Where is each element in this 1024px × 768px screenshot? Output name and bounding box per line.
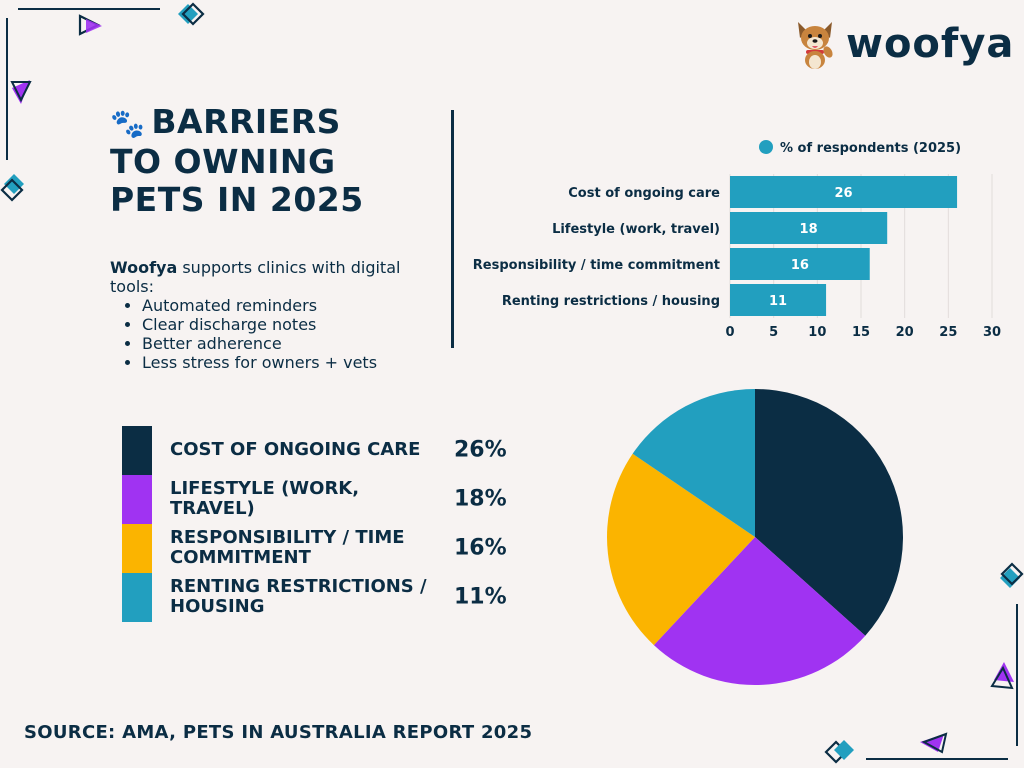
tick-label: 20: [896, 325, 914, 340]
tick-label: 25: [939, 325, 957, 340]
legend-swatch-navy: [122, 426, 152, 475]
vertical-divider: [451, 110, 454, 348]
brand-logo[interactable]: woofya: [792, 18, 1014, 70]
legend-row: RENTING RESTRICTIONS / HOUSING 11%: [122, 573, 542, 622]
paw-icon: 🐾: [110, 107, 146, 140]
legend-value: 16%: [454, 535, 507, 561]
tick-label: 10: [808, 325, 826, 340]
description-block: Woofya supports clinics with digital too…: [110, 258, 430, 372]
diamond-icon: [1000, 562, 1024, 588]
source-note: SOURCE: AMA, PETS IN AUSTRALIA REPORT 20…: [24, 722, 533, 743]
legend-row: LIFESTYLE (WORK, TRAVEL) 18%: [122, 475, 542, 524]
decor-line-top: [18, 8, 160, 10]
pie-chart: [607, 389, 903, 685]
pie-slice: [653, 537, 866, 685]
triangle-icon: [78, 14, 102, 36]
pie-slice: [607, 453, 755, 646]
category-label: Cost of ongoing care: [568, 186, 720, 201]
legend-swatch-teal: [122, 573, 152, 622]
data-label: 16: [791, 258, 809, 273]
tick-label: 15: [852, 325, 870, 340]
feature-item: Less stress for owners + vets: [142, 353, 430, 372]
decor-line-left: [6, 18, 8, 160]
feature-item: Better adherence: [142, 334, 430, 353]
legend-row: COST OF ONGOING CARE 26%: [122, 426, 542, 475]
pie-slice: [632, 389, 755, 537]
feature-item: Clear discharge notes: [142, 315, 430, 334]
bar: [730, 176, 958, 208]
tick-label: 30: [983, 325, 1001, 340]
triangle-icon: [920, 732, 948, 754]
bar: [730, 284, 827, 316]
decor-line-right: [1016, 604, 1018, 746]
legend-value: 26%: [454, 437, 507, 463]
page-title-text: BARRIERS TO OWNING PETS IN 2025: [110, 102, 364, 219]
data-label: 26: [834, 186, 852, 201]
description-intro: Woofya supports clinics with digital too…: [110, 258, 430, 296]
legend-row: RESPONSIBILITY / TIME COMMITMENT 16%: [122, 524, 542, 573]
description-intro-text: supports clinics with digital tools:: [110, 258, 401, 296]
bar: [730, 212, 888, 244]
bar-chart: % of respondents (2025) Cost of ongoing c…: [473, 140, 1001, 340]
legend-label: COST OF ONGOING CARE: [170, 439, 421, 460]
dog-mascot-icon: [798, 22, 833, 69]
legend-label: RESPONSIBILITY / TIME COMMITMENT: [170, 527, 405, 568]
description-brand: Woofya: [110, 258, 178, 277]
bar: [730, 248, 870, 280]
legend-label: LIFESTYLE (WORK, TRAVEL): [170, 478, 360, 519]
tick-label: 5: [769, 325, 778, 340]
category-label: Responsibility / time commitment: [473, 258, 720, 273]
legend-label: RENTING RESTRICTIONS / HOUSING: [170, 576, 427, 617]
diamond-icon: [178, 2, 205, 26]
legend-value: 11%: [454, 584, 507, 610]
category-label: Lifestyle (work, travel): [552, 222, 720, 237]
triangle-icon: [990, 662, 1014, 690]
legend-swatch-yellow: [122, 524, 152, 573]
legend-swatch-purple: [122, 475, 152, 524]
triangle-icon: [10, 80, 32, 104]
page-title: 🐾 BARRIERS TO OWNING PETS IN 2025: [110, 103, 400, 219]
data-label: 11: [769, 294, 787, 309]
category-label: Renting restrictions / housing: [502, 294, 720, 309]
decor-line-bottom: [866, 758, 1008, 760]
pie-slice: [755, 389, 903, 636]
legend-marker: [759, 140, 773, 154]
diamond-icon: [824, 740, 854, 764]
data-label: 18: [800, 222, 818, 237]
feature-item: Automated reminders: [142, 296, 430, 315]
diamond-icon: [0, 174, 24, 202]
brand-name: woofya: [846, 21, 1015, 67]
feature-list: Automated reminders Clear discharge note…: [110, 296, 430, 372]
legend-value: 18%: [454, 486, 507, 512]
tick-label: 0: [725, 325, 734, 340]
legend-label: % of respondents (2025): [780, 141, 961, 156]
